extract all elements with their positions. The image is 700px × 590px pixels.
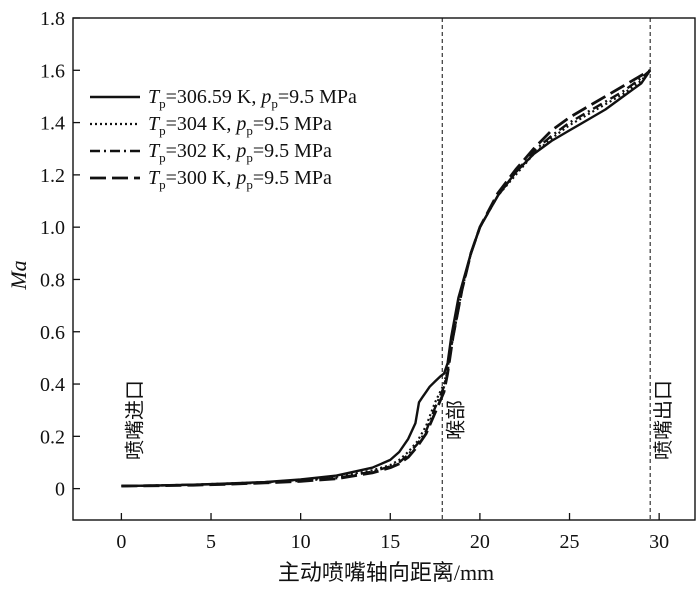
legend-label-3: Tp=302 K, pp=9.5 MPa xyxy=(148,140,332,165)
legend-label-2: Tp=304 K, pp=9.5 MPa xyxy=(148,113,332,138)
y-tick-label: 1.6 xyxy=(40,60,65,82)
series-line-4 xyxy=(121,69,651,488)
y-axis-label: Ma xyxy=(6,260,31,290)
annotation-inlet: 喷嘴进口 xyxy=(123,380,146,460)
legend-label-1: Tp=306.59 K, pp=9.5 MPa xyxy=(148,86,357,111)
y-tick-label: 0.2 xyxy=(40,426,65,448)
y-tick-label: 0 xyxy=(55,479,65,501)
y-tick-label: 1.2 xyxy=(40,165,65,187)
axes: 0 5 10 15 20 25 30 0 0.2 0.4 0.6 0.8 1.0 1.2 1.4 1.6 1.8 xyxy=(40,8,696,553)
y-tick-label: 1.0 xyxy=(40,217,65,239)
reference-lines: 喉部 喷嘴出口 喷嘴进口 xyxy=(123,18,675,520)
y-tick-label: 0.6 xyxy=(40,322,65,344)
x-tick-label: 10 xyxy=(291,531,311,553)
plot-frame xyxy=(72,17,696,521)
legend-label-4: Tp=300 K, pp=9.5 MPa xyxy=(148,167,332,192)
y-tick-label: 0.8 xyxy=(40,269,65,291)
x-tick-label: 20 xyxy=(470,531,490,553)
x-tick-label: 5 xyxy=(206,531,216,553)
x-tick-label: 15 xyxy=(380,531,400,553)
x-tick-label: 30 xyxy=(649,531,669,553)
y-tick-label: 1.4 xyxy=(40,113,65,135)
x-tick-label: 0 xyxy=(116,531,126,553)
x-axis-label: 主动喷嘴轴向距离/mm xyxy=(278,560,494,585)
x-tick-label: 25 xyxy=(560,531,580,553)
reference-line-label: 喷嘴出口 xyxy=(652,380,675,460)
series-line-2 xyxy=(121,69,652,488)
series-line-1 xyxy=(121,69,652,488)
y-tick-label: 1.8 xyxy=(40,8,65,30)
series-lines xyxy=(121,69,652,488)
y-tick-label: 0.4 xyxy=(40,374,65,396)
reference-line-label: 喉部 xyxy=(444,400,467,440)
